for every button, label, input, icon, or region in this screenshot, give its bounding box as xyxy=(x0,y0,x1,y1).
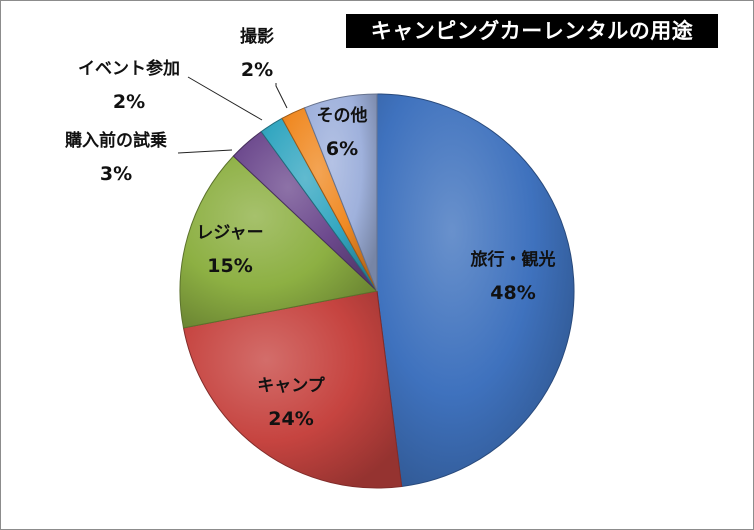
slice-label-event: イベント参加 xyxy=(78,58,180,79)
slice-percent-camp: 24% xyxy=(268,408,313,430)
slice-percent-test-drive: 3% xyxy=(100,163,132,185)
slice-percent-other: 6% xyxy=(326,138,358,160)
leader-line-event xyxy=(187,76,263,121)
slice-percent-event: 2% xyxy=(113,91,145,113)
slice-label-test-drive: 購入前の試乗 xyxy=(65,130,167,151)
chart-title: キャンピングカーレンタルの用途 xyxy=(346,14,718,48)
slice-label-photo: 撮影 xyxy=(240,26,274,47)
slice-label-travel: 旅行・観光 xyxy=(471,249,556,270)
slice-label-other: その他 xyxy=(317,105,368,126)
slice-percent-leisure: 15% xyxy=(207,255,252,277)
slice-label-camp: キャンプ xyxy=(257,375,325,396)
pie-slice-leisure xyxy=(179,155,379,329)
slice-label-leisure: レジャー xyxy=(196,223,263,243)
leader-line-photo xyxy=(275,83,288,109)
leader-line-test-drive xyxy=(177,149,233,154)
pie-slice-camp xyxy=(182,290,403,489)
pie-slice-other xyxy=(303,93,378,292)
slice-percent-travel: 48% xyxy=(490,282,535,304)
slice-percent-photo: 2% xyxy=(241,59,273,81)
pie-slice-travel xyxy=(376,93,575,488)
